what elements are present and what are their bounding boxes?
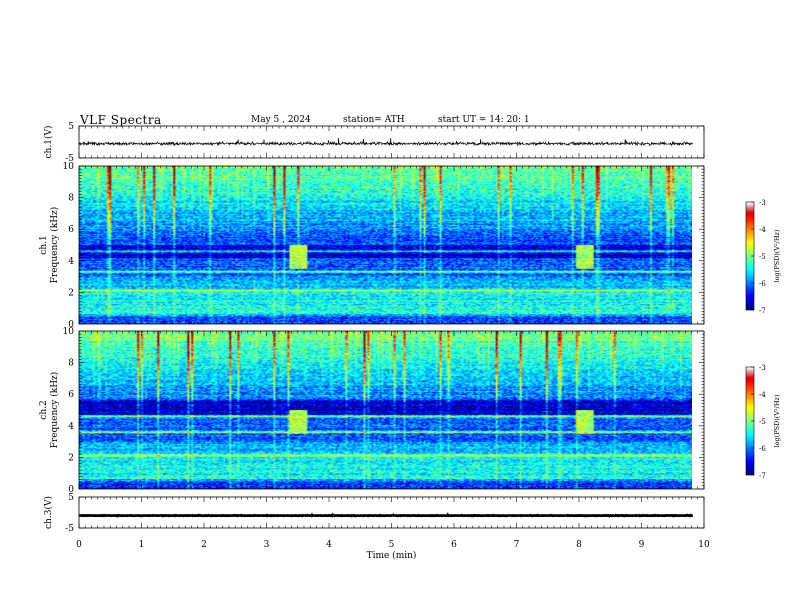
ch2-spectrogram: [79, 331, 692, 489]
y-tick-label: -5: [65, 154, 74, 164]
chart-title: VLF Spectra: [80, 113, 162, 127]
ch2-colorbar: [746, 367, 754, 475]
y-tick-label: 2: [68, 288, 74, 298]
start-time-label: start UT = 14: 20: 1: [438, 115, 530, 125]
y-axis-label: ch.3(V): [43, 496, 54, 529]
y-tick-label: 0: [68, 320, 74, 330]
x-tick-label: 6: [451, 540, 457, 550]
x-tick-label: 9: [639, 540, 645, 550]
y-tick-label: 10: [63, 327, 75, 337]
y-tick-label: 8: [68, 359, 74, 369]
y-tick-label: 6: [68, 225, 74, 235]
y-tick-label: -5: [65, 524, 74, 534]
x-tick-label: 5: [389, 540, 395, 550]
y-tick-label: 4: [68, 422, 74, 432]
colorbar-tick-label: -4: [759, 391, 766, 399]
y-axis-label: Frequency (kHz): [49, 372, 60, 449]
x-tick-label: 10: [698, 540, 710, 550]
x-axis-label: Time (min): [367, 550, 417, 561]
y-tick-label: 2: [68, 453, 74, 463]
y-tick-label: 6: [68, 390, 74, 400]
colorbar-tick-label: -3: [759, 199, 766, 207]
y-tick-label: 0: [68, 485, 74, 495]
x-tick-label: 0: [76, 540, 82, 550]
x-tick-label: 4: [326, 540, 332, 550]
x-tick-label: 3: [264, 540, 270, 550]
colorbar-tick-label: -7: [759, 472, 766, 480]
y-tick-label: 5: [68, 122, 74, 132]
colorbar-tick-label: -6: [759, 280, 766, 288]
ch1-waveform-trace: [78, 138, 693, 147]
y-axis-label: ch.2: [39, 400, 49, 419]
y-tick-label: 8: [68, 194, 74, 204]
y-tick-label: 10: [63, 162, 75, 172]
colorbar-tick-label: -4: [759, 226, 766, 234]
y-axis-label: ch.1: [39, 235, 49, 254]
y-axis-label: Frequency (kHz): [49, 207, 60, 284]
y-tick-label: 5: [68, 493, 74, 503]
colorbar-tick-label: -5: [759, 253, 766, 261]
colorbar-tick-label: -7: [759, 307, 766, 315]
x-tick-label: 1: [139, 540, 145, 550]
ch1-spectrogram: [79, 166, 692, 324]
y-axis-label: ch.1(V): [43, 126, 54, 159]
colorbar-tick-label: -5: [759, 418, 766, 426]
x-tick-label: 2: [201, 540, 207, 550]
date-label: May 5 , 2024: [251, 115, 311, 125]
colorbar-tick-label: -6: [759, 445, 766, 453]
ch1-colorbar: [746, 202, 754, 310]
x-tick-label: 7: [514, 540, 520, 550]
ch3-waveform-trace: [78, 512, 694, 518]
x-tick-label: 8: [576, 540, 582, 550]
station-label: station= ATH: [343, 115, 405, 125]
colorbar-tick-label: -3: [759, 364, 766, 372]
colorbar-label: log(PSD)(V²/Hz): [773, 229, 781, 282]
colorbar-label: log(PSD)(V²/Hz): [773, 394, 781, 447]
y-tick-label: 4: [68, 257, 74, 267]
